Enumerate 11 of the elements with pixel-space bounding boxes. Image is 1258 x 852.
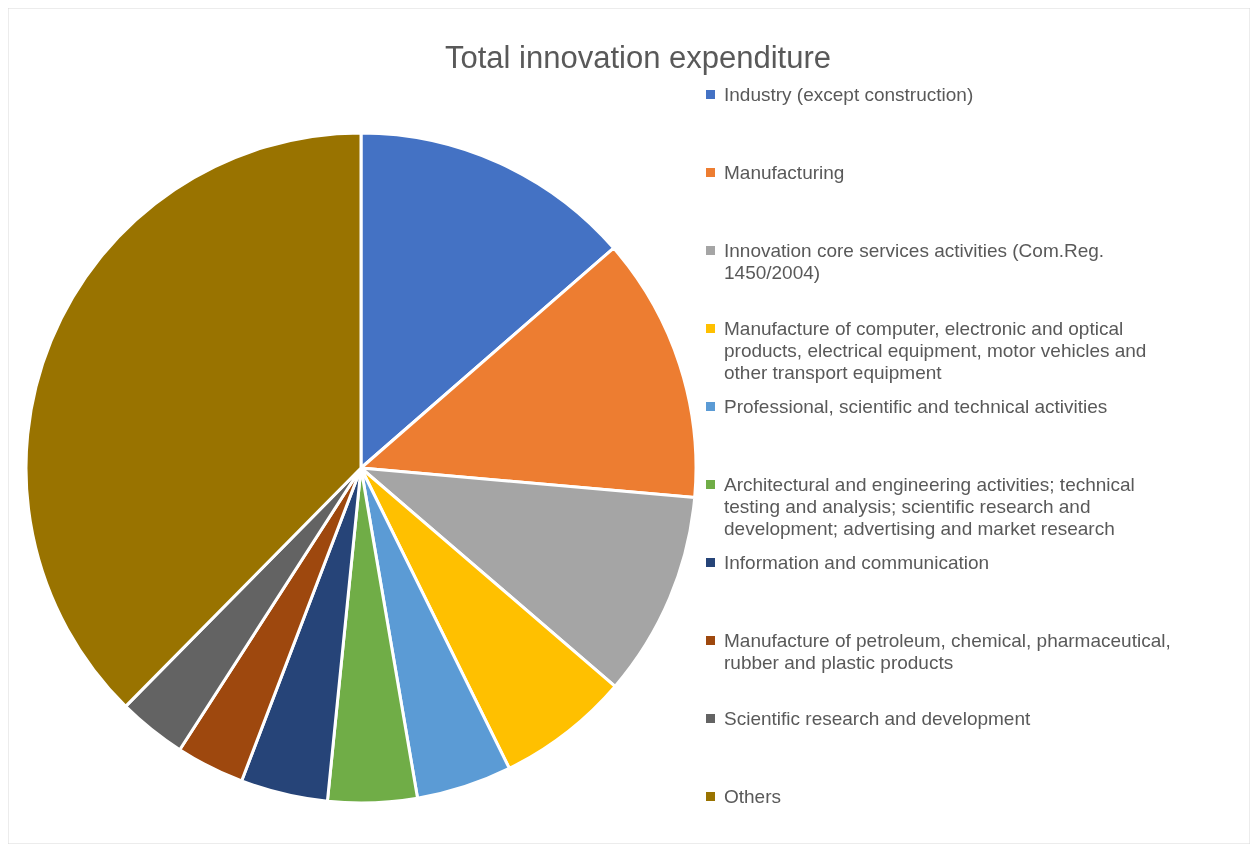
legend-label: Innovation core services activities (Com.Reg. 1450/2004) bbox=[724, 240, 1105, 284]
legend-label: Information and communication bbox=[724, 552, 990, 574]
legend-label: Manufacturing bbox=[724, 162, 845, 184]
legend-label: Professional, scientific and technical activities bbox=[724, 396, 1108, 418]
chart-title: Total innovation expenditure bbox=[444, 40, 832, 75]
legend-label: Industry (except construction) bbox=[724, 84, 974, 106]
legend-label: Architectural and engineering activities; technical testing and analysis; scientific research and development; advertising and market research bbox=[724, 474, 1135, 540]
legend-label: Scientific research and development bbox=[724, 708, 1031, 730]
legend-label: Manufacture of petroleum, chemical, pharmaceutical, rubber and plastic products bbox=[724, 630, 1171, 674]
legend-label: Manufacture of computer, electronic and optical products, electrical equipment, motor vehicles and other transport equipment bbox=[724, 318, 1147, 384]
legend-label: Others bbox=[724, 786, 782, 808]
